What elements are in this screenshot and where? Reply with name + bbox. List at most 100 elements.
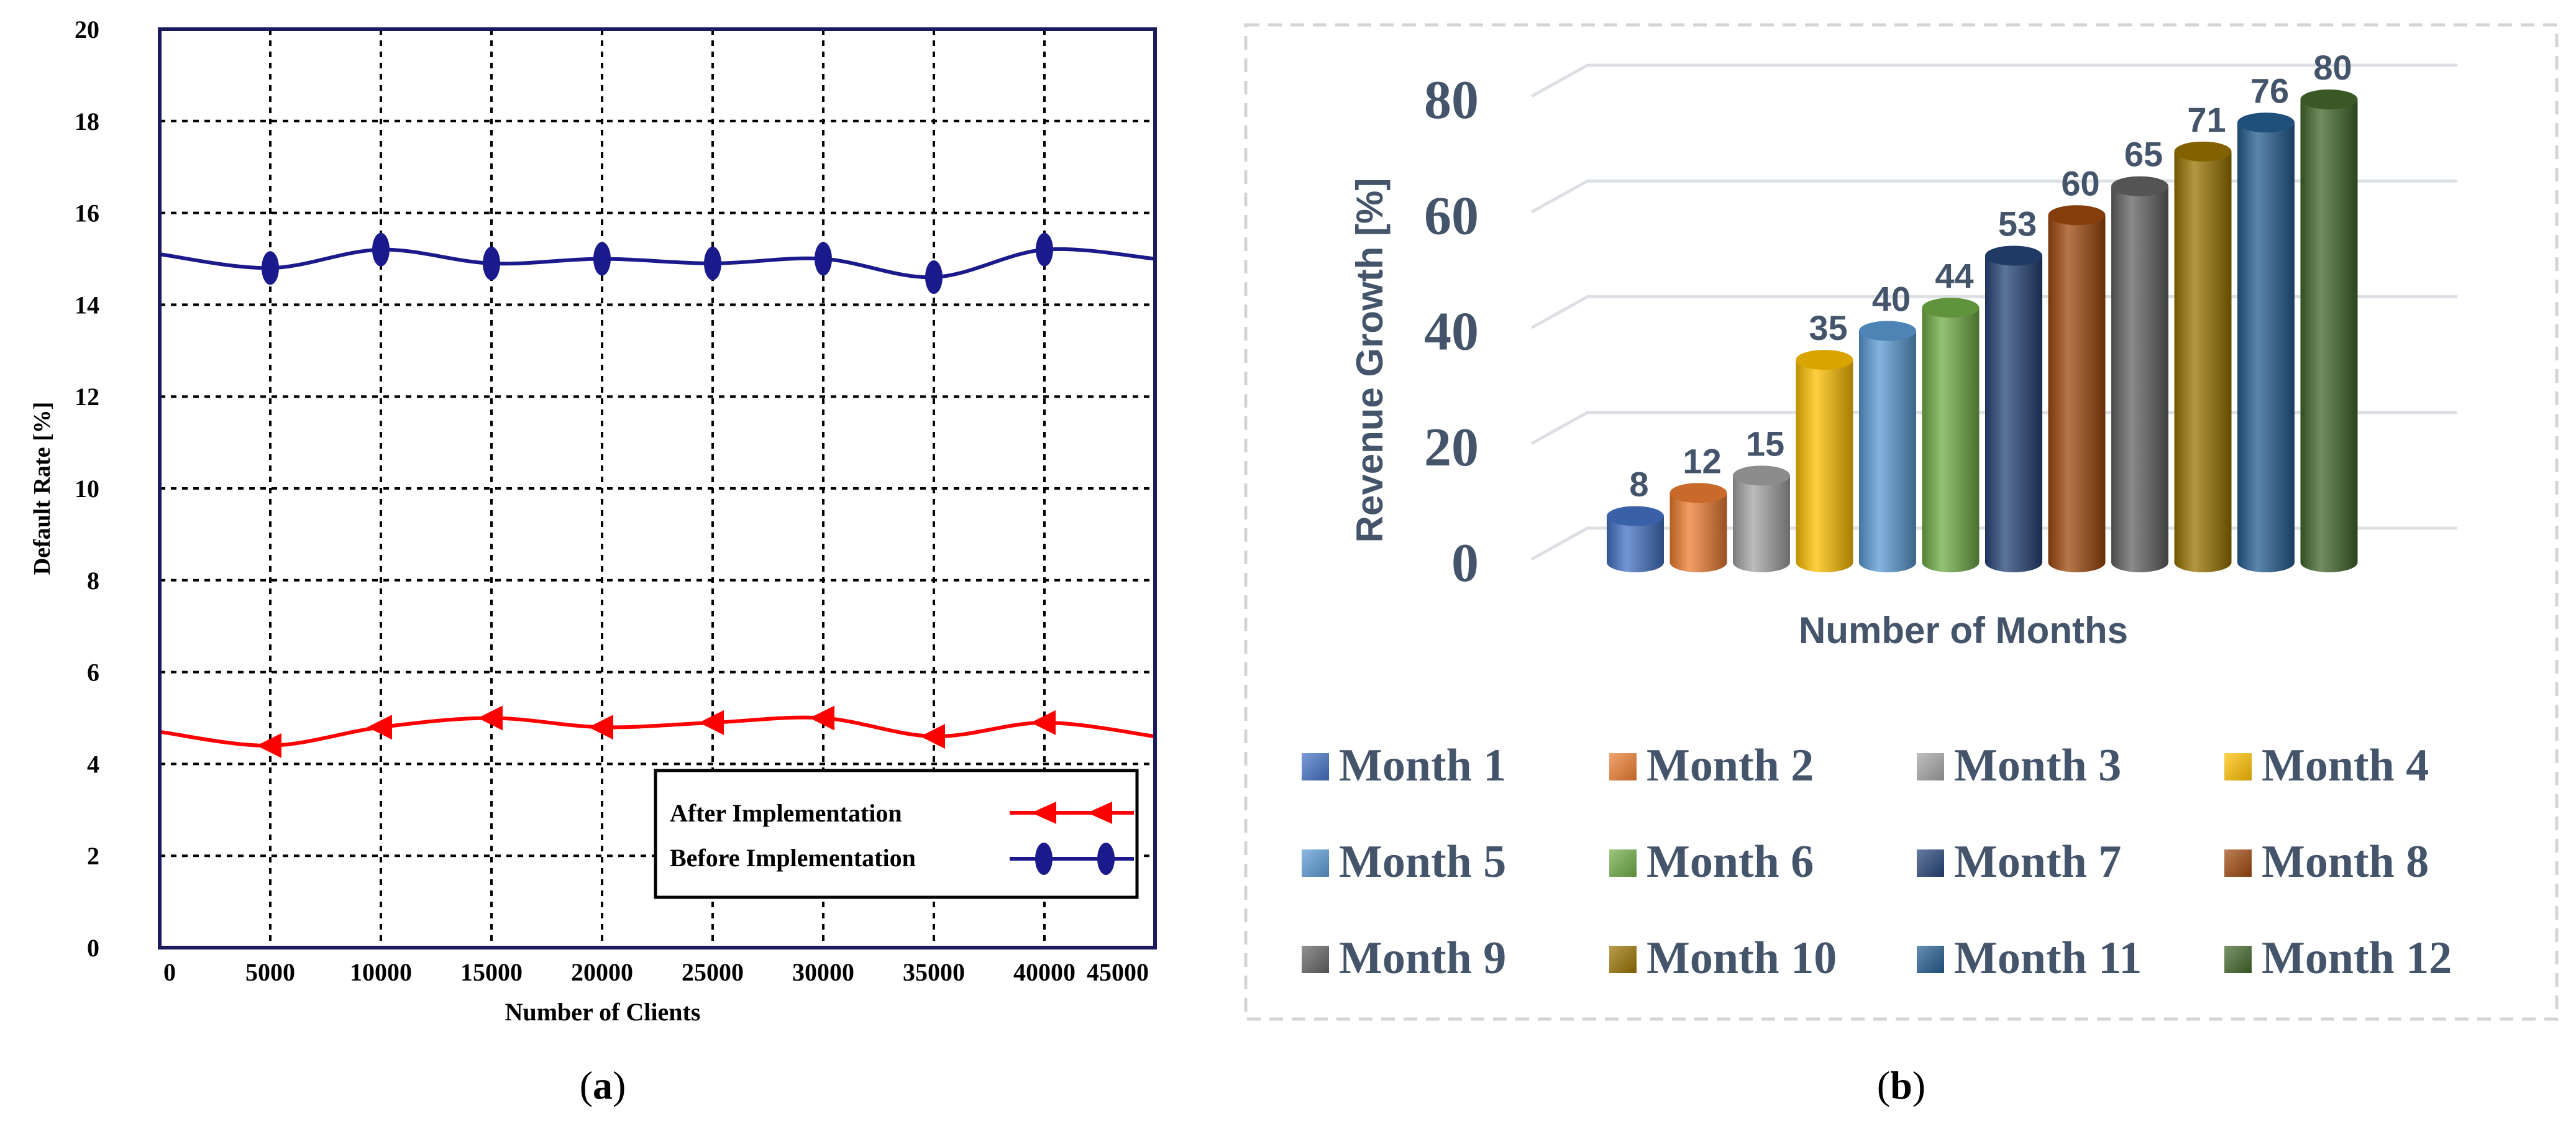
plot-frame-a	[158, 27, 1157, 949]
bar-top-3	[1733, 465, 1790, 486]
panel-label-b-open: (	[1877, 1063, 1890, 1107]
legend-label: Month 10	[1647, 933, 1837, 984]
bar-5	[1859, 331, 1916, 572]
legend-swatch	[1917, 849, 1944, 877]
bar-3	[1733, 475, 1790, 572]
data-point-after	[588, 715, 613, 740]
x-axis-title-b: Number of Months	[1799, 610, 2128, 651]
x-tick-label: 25000	[682, 958, 744, 986]
series-line-after	[159, 715, 1156, 748]
series-group-a	[159, 232, 1156, 758]
bar-9	[2111, 186, 2168, 572]
bar-top-1	[1607, 506, 1664, 526]
bar-top-9	[2111, 176, 2168, 196]
legend-swatch	[1302, 753, 1329, 780]
data-point-before	[483, 246, 500, 280]
bar-top-12	[2300, 89, 2358, 109]
y-tick-label: 12	[75, 383, 99, 411]
bar-7	[1985, 255, 2042, 572]
legend-label: Month 12	[2262, 933, 2452, 984]
legend-label: Month 6	[1647, 836, 1814, 887]
legend-label: Month 7	[1954, 836, 2121, 887]
legend-swatch	[1302, 849, 1329, 877]
x-tick-label: 10000	[350, 958, 412, 986]
grid-line-b	[1530, 63, 2457, 98]
bar-2	[1669, 493, 1727, 572]
legend-marker-after-1	[1031, 802, 1056, 824]
legend-a: After Implementation Before Implementati…	[654, 769, 1139, 899]
panel-label-a: (a)	[580, 1063, 626, 1107]
y-tick-label-b: 0	[1451, 533, 1479, 593]
bar-top-5	[1859, 321, 1916, 341]
y-tick-label: 20	[75, 16, 99, 43]
y-tick-label: 18	[75, 108, 99, 135]
panel-label-a-close: )	[613, 1063, 626, 1107]
y-axis-title-b: Revenue Growth [%]	[1349, 178, 1391, 543]
data-point-before	[262, 251, 279, 285]
value-label: 80	[2313, 48, 2352, 87]
x-tick-label: 15000	[460, 958, 523, 986]
x-tick-labels-a: 0 5000 10000 15000 20000 25000 30000 35000 40000…	[163, 958, 1149, 986]
legend-marker-before-1	[1035, 843, 1053, 875]
data-point-after	[920, 724, 945, 749]
y-tick-labels-a: 0 2 4 6 8 10 12 14 16 18 20	[75, 16, 99, 962]
y-tick-label: 2	[87, 842, 99, 870]
value-label: 65	[2124, 135, 2163, 174]
value-label: 60	[2061, 163, 2099, 203]
legend-swatch	[1609, 849, 1637, 877]
data-point-before	[704, 246, 721, 280]
legend-label: Month 2	[1647, 740, 1814, 791]
x-tick-label: 5000	[245, 958, 295, 986]
value-label: 35	[1809, 308, 1847, 347]
x-tick-label: 30000	[792, 958, 854, 986]
legend-b: Month 1 Month 2 Month 3 Month 4 Month 5 Mont…	[1302, 740, 2452, 984]
legend-label: Month 5	[1339, 836, 1506, 887]
data-point-before	[372, 232, 390, 267]
legend-swatch	[1609, 946, 1637, 973]
data-point-after	[810, 705, 834, 731]
panel-b-bar-chart: 0 20 40 60 80 8 12 15 35 40 44 53 60 65 71 76 80 Revenu…	[1244, 23, 2559, 1107]
y-tick-label: 16	[75, 199, 99, 227]
data-point-after	[257, 733, 281, 758]
panel-label-a-letter: a	[593, 1063, 613, 1107]
legend-swatch	[1917, 946, 1944, 973]
y-tick-label-b: 40	[1424, 302, 1479, 362]
legend-label: Month 9	[1339, 933, 1506, 984]
y-tick-labels-b: 0 20 40 60 80	[1424, 70, 1479, 593]
y-tick-label: 14	[75, 291, 99, 319]
legend-swatch	[2224, 753, 2252, 780]
value-label: 44	[1935, 256, 1973, 295]
legend-swatch	[1917, 753, 1944, 780]
value-label: 15	[1746, 424, 1784, 463]
panel-label-b: (b)	[1877, 1063, 1925, 1107]
bar-1	[1607, 516, 1664, 572]
bar-top-4	[1796, 350, 1853, 370]
bar-8	[2048, 215, 2106, 572]
legend-swatch	[1609, 753, 1637, 780]
y-tick-label: 4	[87, 750, 99, 778]
grid-line-b	[1530, 179, 2457, 214]
x-axis-title-a: Number of Clients	[505, 998, 701, 1026]
panel-label-b-close: )	[1912, 1063, 1925, 1107]
data-point-before	[815, 242, 832, 276]
legend-swatch	[2224, 946, 2252, 973]
bar-top-11	[2237, 112, 2295, 133]
value-label: 71	[2187, 100, 2226, 139]
bar-6	[1922, 308, 1980, 572]
value-label: 12	[1683, 441, 1721, 480]
bar-10	[2174, 151, 2232, 572]
legend-box-a	[654, 769, 1139, 899]
value-label: 40	[1872, 280, 1911, 319]
value-label: 76	[2250, 71, 2289, 110]
bar-top-7	[1985, 245, 2042, 266]
series-line-before	[159, 247, 1156, 280]
y-tick-label: 6	[87, 659, 99, 687]
legend-label: Month 1	[1339, 740, 1506, 791]
data-point-after	[1031, 710, 1056, 735]
bar-4	[1796, 360, 1853, 572]
x-tick-label: 35000	[903, 958, 965, 986]
panel-label-a-open: (	[580, 1063, 593, 1107]
data-point-before	[593, 242, 611, 276]
legend-swatch	[1302, 946, 1329, 973]
y-tick-label: 8	[87, 567, 99, 595]
